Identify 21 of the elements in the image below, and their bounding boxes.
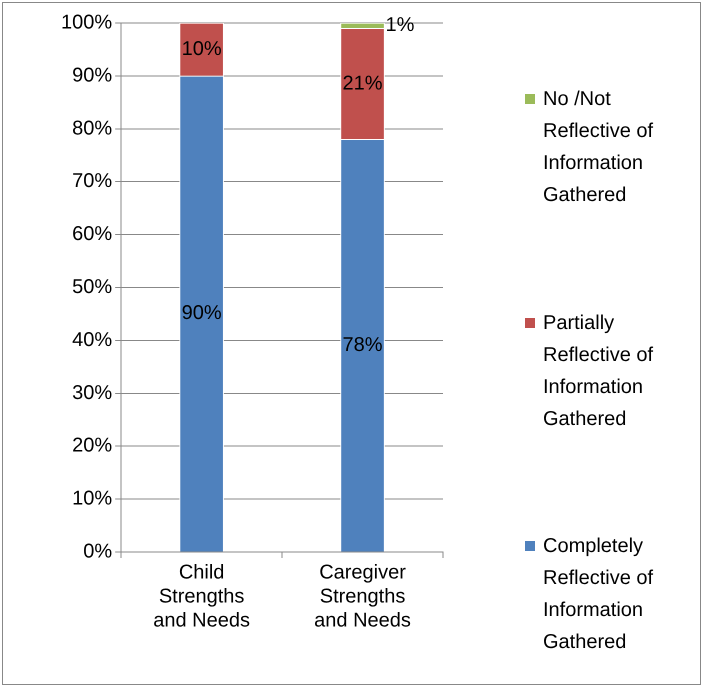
x-tick-label: Child Strengths and Needs bbox=[153, 562, 250, 632]
legend-label: No /Not Reflective of Information Gathered bbox=[543, 87, 654, 208]
legend-label: Partially Reflective of Information Gathered bbox=[543, 310, 654, 432]
data-label: 78% bbox=[342, 334, 383, 356]
y-tick-label: 70% bbox=[72, 170, 112, 192]
y-tick-label: 90% bbox=[72, 64, 112, 86]
y-tick-label: 80% bbox=[72, 117, 112, 140]
data-label: 90% bbox=[182, 302, 222, 324]
data-label: 1% bbox=[386, 14, 415, 36]
y-tick-label: 0% bbox=[83, 540, 112, 563]
y-tick-label: 60% bbox=[72, 223, 112, 246]
y-tick-label: 10% bbox=[72, 488, 112, 510]
y-tick-label: 40% bbox=[72, 328, 112, 351]
legend-label: Completely Reflective of Information Gathered bbox=[543, 534, 654, 655]
y-tick-label: 50% bbox=[72, 276, 112, 298]
y-tick-label: 30% bbox=[72, 382, 112, 404]
data-label: 10% bbox=[182, 38, 222, 60]
y-tick-label: 20% bbox=[72, 434, 112, 457]
y-tick-label: 100% bbox=[60, 12, 112, 34]
x-tick-label: Caregiver Strengths and Needs bbox=[314, 562, 411, 632]
data-label: 21% bbox=[342, 72, 383, 94]
